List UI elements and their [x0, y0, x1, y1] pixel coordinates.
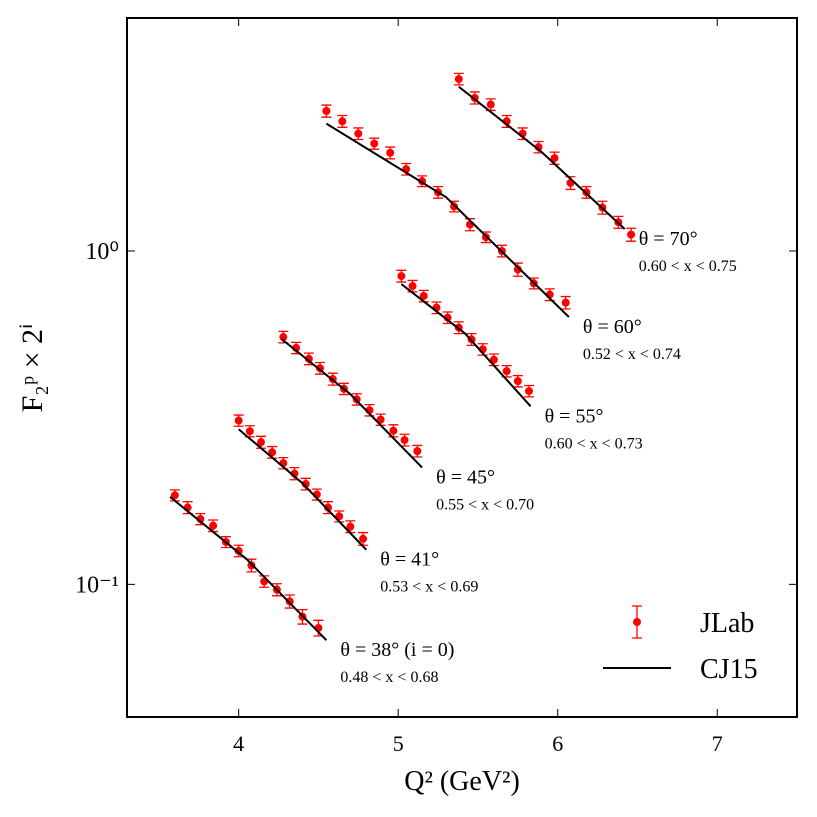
data-point: [413, 447, 422, 456]
data-point: [338, 117, 347, 126]
y-tick-label: 10⁻¹: [75, 572, 119, 598]
data-point: [354, 129, 363, 138]
data-point: [234, 546, 243, 555]
data-point: [502, 367, 511, 376]
annotation-range: 0.52 < x < 0.74: [583, 346, 681, 363]
model-curve: [458, 85, 626, 230]
data-point: [370, 139, 379, 148]
data-point: [419, 291, 428, 300]
legend-label: CJ15: [700, 654, 758, 685]
annotation-range: 0.48 < x < 0.68: [340, 669, 438, 686]
data-point: [627, 230, 636, 239]
data-point: [400, 436, 409, 445]
model-curve: [400, 283, 532, 407]
data-point: [376, 415, 385, 424]
annotation-title: θ = 45°: [436, 467, 495, 489]
data-point: [304, 354, 313, 363]
annotation-range: 0.55 < x < 0.70: [436, 497, 534, 514]
data-point: [454, 75, 463, 84]
data-point: [346, 522, 355, 531]
data-point: [525, 387, 533, 396]
annotation-range: 0.60 < x < 0.73: [545, 435, 643, 452]
data-point: [561, 298, 570, 307]
model-curve: [169, 496, 328, 641]
x-tick-label: 7: [712, 731, 723, 756]
x-tick-label: 6: [552, 731, 563, 756]
model-curve: [238, 428, 368, 551]
data-point: [397, 272, 406, 281]
y-axis-label: F₂ᵖ × 2ⁱ: [16, 324, 49, 413]
legend-marker: [633, 618, 641, 626]
data-point: [359, 534, 368, 543]
data-point: [209, 521, 218, 530]
data-point: [513, 265, 522, 274]
data-point: [170, 491, 179, 500]
data-point: [301, 480, 310, 488]
data-point: [408, 282, 417, 291]
data-point: [513, 377, 522, 386]
annotation-title: θ = 38° (i = 0): [340, 639, 454, 661]
annotation-range: 0.60 < x < 0.75: [639, 258, 737, 275]
x-axis-label: Q² (GeV²): [404, 766, 520, 797]
annotation-title: θ = 41°: [380, 549, 439, 571]
data-point: [268, 448, 277, 457]
annotation-range: 0.53 < x < 0.69: [380, 579, 478, 596]
data-point: [234, 416, 243, 425]
annotation-title: θ = 60°: [583, 316, 642, 338]
annotation-title: θ = 70°: [639, 228, 698, 250]
x-tick-label: 5: [393, 731, 404, 756]
legend-label: JLab: [700, 608, 754, 639]
model-curve: [281, 338, 423, 469]
data-point: [257, 438, 265, 447]
data-point: [550, 154, 559, 163]
plot-frame: [126, 17, 798, 718]
data-point: [386, 148, 395, 157]
y-tick-label: 10⁰: [85, 239, 119, 265]
data-point: [324, 503, 332, 512]
data-point: [450, 202, 459, 211]
data-point: [486, 100, 495, 109]
data-point: [489, 355, 498, 364]
annotation-title: θ = 55°: [545, 405, 604, 427]
data-point: [279, 333, 288, 342]
data-point: [322, 107, 331, 116]
data-point: [389, 426, 398, 435]
data-point: [245, 427, 254, 436]
data-point: [285, 597, 294, 606]
model-curve: [325, 122, 570, 318]
x-tick-label: 4: [233, 731, 244, 756]
